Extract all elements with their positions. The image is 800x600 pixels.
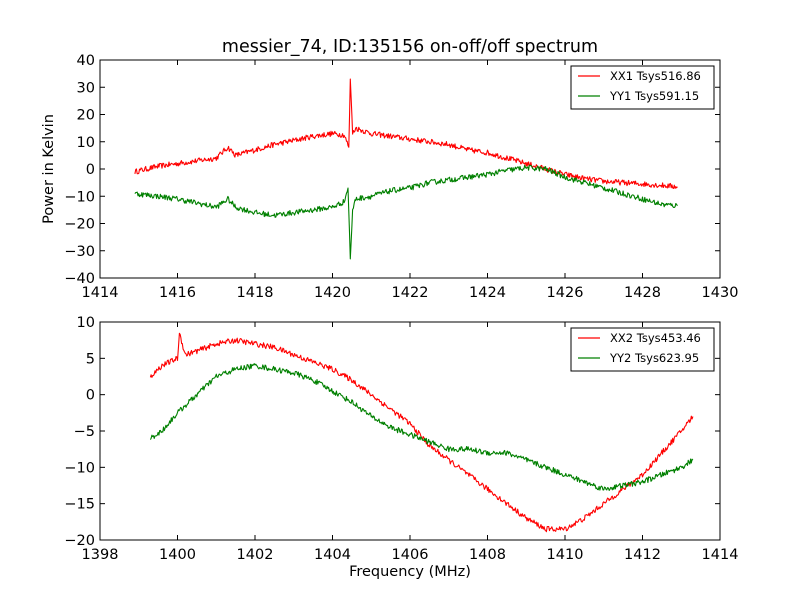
bottom-legend-label-yy2: YY2 Tsys623.95 [609,351,699,365]
top-y-tick-label: 10 [77,135,95,151]
bottom-y-tick-label: −10 [64,460,95,476]
top-y-tick-label: −40 [64,271,95,287]
bottom-panel: 1398 1400 1402 1404 1406 1408 1410 1412 1414 10 5 0… [64,315,738,580]
top-x-tick-label: 1422 [392,285,429,301]
bottom-x-tick-label: 1400 [159,547,196,563]
bottom-x-tick-label: 1408 [469,547,506,563]
bottom-x-axis-label: Frequency (MHz) [349,564,471,580]
top-panel: 1414 1416 1418 1420 1422 1424 1426 1428 1430 40 30… [41,53,738,301]
bottom-y-tick-label: −15 [64,497,95,513]
top-y-tick-label: −30 [64,244,95,260]
top-x-tick-label: 1420 [314,285,351,301]
bottom-y-tick-label: 0 [86,388,95,404]
bottom-y-tick-label: −5 [74,424,95,440]
top-series-line-xx [134,78,678,189]
top-x-tick-label: 1430 [702,285,739,301]
bottom-x-tick-label: 1414 [702,547,739,563]
top-y-tick-label: 0 [86,162,95,178]
top-legend: XX1 Tsys516.86 YY1 Tsys591.15 [570,65,715,110]
top-legend-box [570,65,715,110]
top-x-tick-label: 1424 [469,285,506,301]
bottom-x-tick-label: 1398 [82,547,119,563]
top-x-tick-label: 1426 [547,285,584,301]
bottom-x-tick-label: 1402 [237,547,274,563]
bottom-legend: XX2 Tsys453.46 YY2 Tsys623.95 [570,327,715,372]
top-y-tick-label: 30 [77,80,95,96]
bottom-y-tick-label: −20 [64,533,95,549]
bottom-legend-label-xx2: XX2 Tsys453.46 [610,331,701,345]
bottom-series-line-yy [149,363,694,491]
bottom-x-tick-label: 1410 [547,547,584,563]
top-y-axis-label: Power in Kelvin [41,114,57,224]
chart-title: messier_74, ID:135156 on-off/off spectru… [222,37,598,57]
top-legend-label-yy1: YY1 Tsys591.15 [609,89,699,103]
top-y-tick-label: −10 [64,189,95,205]
bottom-x-tick-label: 1412 [624,547,661,563]
bottom-x-tick-label: 1404 [314,547,351,563]
bottom-y-tick-label: 5 [86,351,95,367]
bottom-x-tick-label: 1406 [392,547,429,563]
top-x-tick-label: 1416 [159,285,196,301]
top-x-tick-label: 1414 [82,285,119,301]
top-series-line-yy [134,164,678,260]
top-x-tick-label: 1418 [237,285,274,301]
top-y-tick-label: 40 [77,53,95,69]
top-legend-label-xx1: XX1 Tsys516.86 [610,69,701,83]
bottom-legend-box [570,327,715,372]
top-y-tick-label: 20 [77,108,95,124]
top-y-tick-label: −20 [64,217,95,233]
top-x-tick-label: 1428 [624,285,661,301]
bottom-y-tick-label: 10 [77,315,95,331]
